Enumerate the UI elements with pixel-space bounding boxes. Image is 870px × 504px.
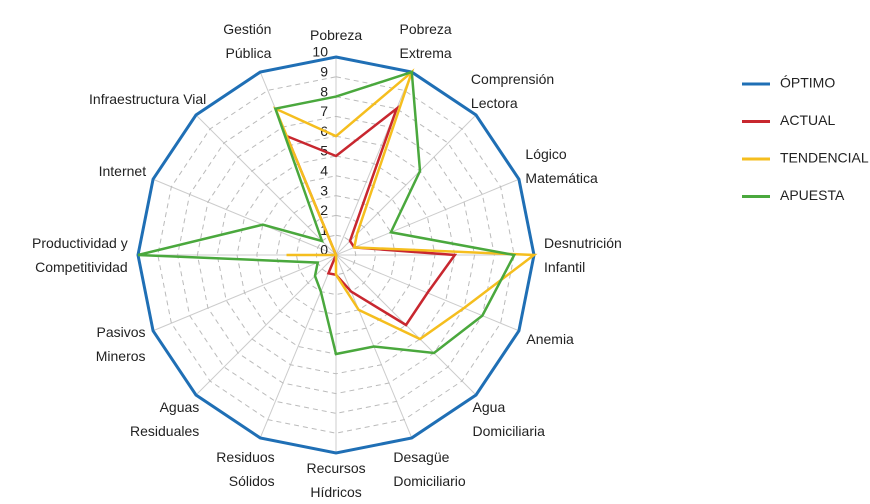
category-label: Recursos Hídricos — [306, 460, 366, 500]
category-label: Anemia — [526, 331, 574, 348]
spoke — [335, 114, 477, 256]
category-label: Internet — [98, 162, 147, 179]
category-label: Desnutrición Infantil — [544, 235, 622, 275]
category-label: Comprensión Lectora — [470, 70, 555, 111]
y-tick-label: 8 — [320, 83, 328, 99]
category-label: Pasivos Mineros — [95, 323, 146, 364]
spoke — [259, 254, 337, 439]
category-label: Aguas Residuales — [130, 399, 200, 440]
spoke — [152, 178, 337, 256]
y-tick-label: 9 — [320, 64, 328, 80]
category-label: Productividad y Competitividad — [32, 235, 128, 275]
grid-ring — [157, 76, 515, 434]
grid-ring — [256, 175, 416, 335]
legend-label: ÓPTIMO — [780, 75, 835, 91]
spoke — [335, 178, 520, 256]
grid-ring — [177, 96, 495, 414]
category-label: Pobreza — [310, 27, 363, 43]
series-line — [136, 55, 536, 455]
legend-label: APUESTA — [780, 187, 845, 203]
category-label: Desagüe Domiciliario — [393, 449, 466, 490]
y-tick-label: 1 — [320, 222, 328, 238]
category-label: Infraestructura Vial — [89, 91, 207, 108]
y-tick-label: 0 — [320, 242, 328, 258]
category-label: Agua Domiciliaria — [472, 399, 545, 440]
y-tick-label: 4 — [320, 163, 328, 179]
category-label: Pobreza Extrema — [399, 20, 452, 61]
spoke — [195, 254, 337, 396]
y-tick-label: 10 — [312, 44, 328, 60]
y-tick-label: 2 — [320, 202, 328, 218]
category-label: Lógico Matemática — [525, 146, 598, 187]
series-line — [284, 105, 458, 327]
y-tick-label: 3 — [320, 182, 328, 198]
legend-label: TENDENCIAL — [780, 150, 869, 166]
grid-ring — [216, 135, 456, 375]
grid-ring — [196, 115, 476, 395]
category-label: Gestión Pública — [223, 20, 272, 61]
grid-ring — [276, 195, 396, 315]
series-line — [137, 70, 517, 356]
series-line — [273, 68, 538, 341]
legend-label: ACTUAL — [780, 112, 835, 128]
category-label: Residuos Sólidos — [216, 449, 275, 490]
y-tick-label: 7 — [320, 103, 328, 119]
